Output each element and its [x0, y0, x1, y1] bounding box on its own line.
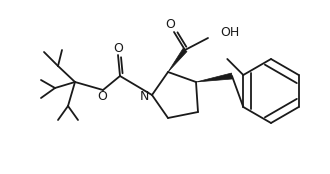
- Text: O: O: [113, 42, 123, 54]
- Polygon shape: [168, 49, 187, 72]
- Text: O: O: [97, 90, 107, 104]
- Polygon shape: [196, 73, 233, 82]
- Text: N: N: [139, 89, 149, 102]
- Text: OH: OH: [220, 26, 239, 38]
- Text: O: O: [165, 18, 175, 31]
